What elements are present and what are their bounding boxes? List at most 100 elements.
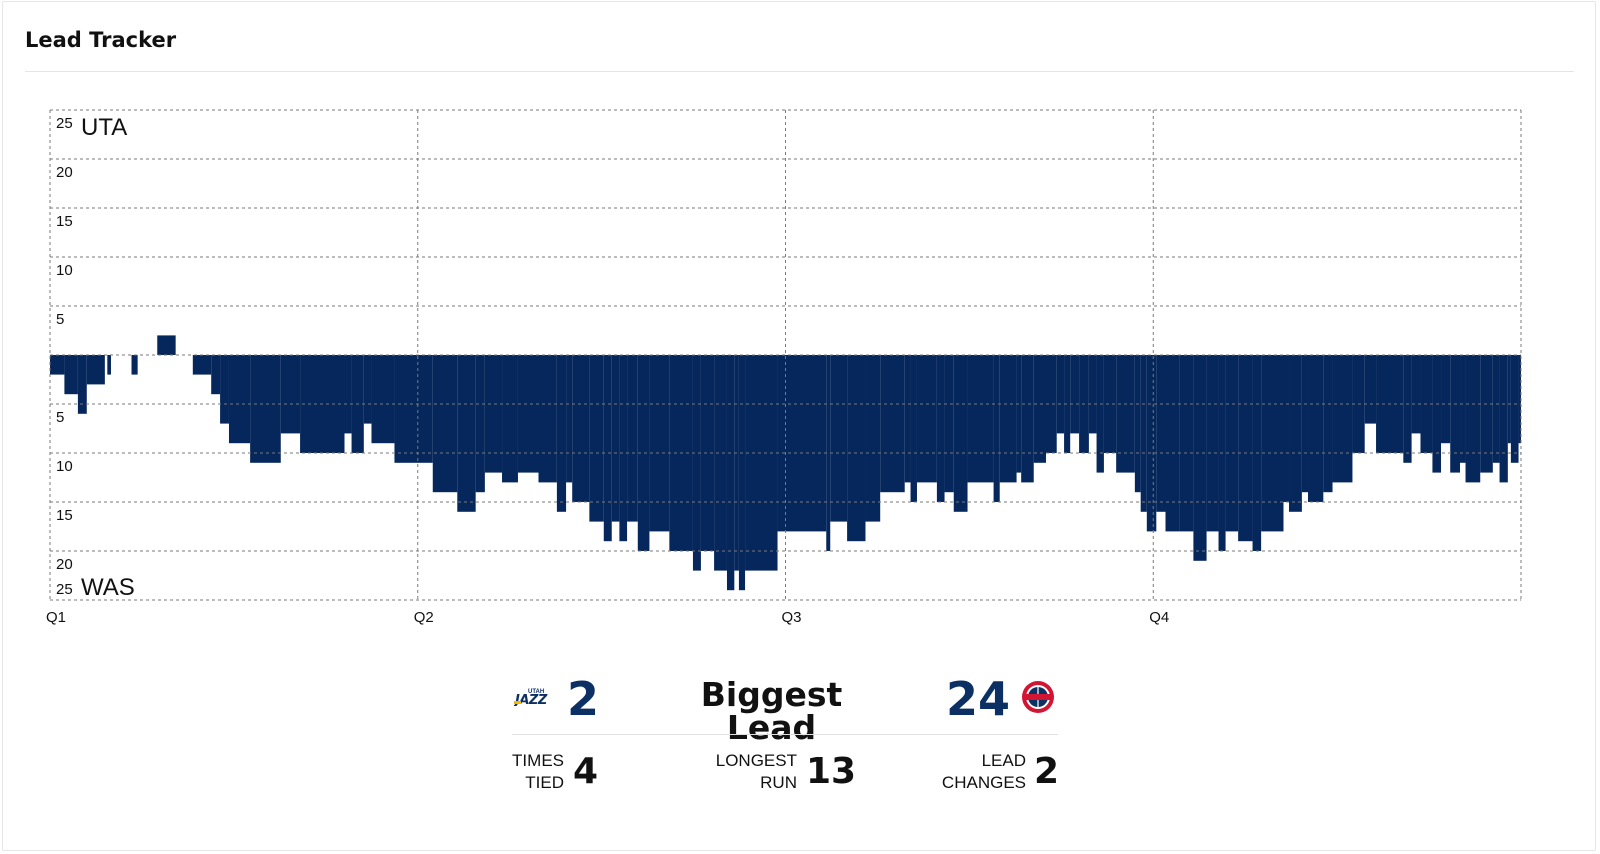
lead-segment bbox=[211, 355, 221, 395]
lead-segment bbox=[131, 355, 138, 375]
lead-segment bbox=[1301, 355, 1309, 493]
lead-segment bbox=[910, 355, 917, 502]
lead-segment bbox=[1492, 355, 1500, 463]
lead-segment bbox=[953, 355, 968, 512]
lead-segment bbox=[777, 355, 827, 532]
lead-segment bbox=[904, 355, 911, 483]
lead-segment bbox=[1507, 355, 1511, 444]
lead-segment bbox=[1088, 355, 1097, 434]
lead-segment bbox=[50, 355, 65, 375]
y-tick-label: 5 bbox=[56, 409, 64, 426]
lead-segment bbox=[566, 355, 573, 483]
lead-segment bbox=[1465, 355, 1481, 483]
y-tick-label: 25 bbox=[56, 115, 73, 132]
lead-segment bbox=[1156, 355, 1166, 512]
lead-segment bbox=[1499, 355, 1508, 483]
lead-segment bbox=[1403, 355, 1412, 463]
title-divider bbox=[25, 71, 1574, 72]
lead-segment bbox=[1070, 355, 1080, 434]
lead-segment bbox=[1460, 355, 1466, 463]
lead-segment bbox=[107, 355, 111, 375]
lead-segment bbox=[1165, 355, 1180, 532]
card-title: Lead Tracker bbox=[25, 28, 177, 52]
lead-segment bbox=[726, 355, 735, 591]
lead-area-layer bbox=[50, 335, 1521, 591]
svg-text:UTAH: UTAH bbox=[528, 689, 544, 695]
quarter-label: Q3 bbox=[782, 609, 802, 626]
lead-segment bbox=[916, 355, 937, 483]
bottom-team-label: WAS bbox=[81, 574, 135, 601]
lead-segment bbox=[157, 335, 176, 355]
quarter-label: Q4 bbox=[1149, 609, 1169, 626]
lead-segment bbox=[1480, 355, 1493, 473]
lead-segment bbox=[432, 355, 458, 493]
lead-segment bbox=[1056, 355, 1065, 434]
lead-segment bbox=[1411, 355, 1421, 434]
lead-segment bbox=[556, 355, 567, 512]
lead-segment bbox=[1510, 355, 1519, 463]
lead-segment bbox=[1096, 355, 1104, 473]
lead-segment bbox=[1045, 355, 1057, 453]
lead-segment bbox=[1033, 355, 1046, 463]
y-tick-label: 25 bbox=[56, 581, 73, 598]
lead-segment bbox=[1064, 355, 1071, 453]
lead-segment bbox=[1021, 355, 1034, 483]
quarter-label: Q1 bbox=[46, 609, 66, 626]
lead-segment bbox=[880, 355, 905, 493]
y-tick-label: 5 bbox=[56, 311, 64, 328]
lead-segment bbox=[1206, 355, 1219, 532]
lead-segment bbox=[944, 355, 954, 493]
lead-segment bbox=[1103, 355, 1117, 453]
lead-segment bbox=[1518, 355, 1521, 444]
lead-segment bbox=[220, 355, 229, 424]
lead-segment bbox=[1193, 355, 1207, 561]
top-team-label: UTA bbox=[81, 114, 127, 141]
lead-segment bbox=[1364, 355, 1377, 424]
lead-segment bbox=[967, 355, 994, 483]
lead-segment bbox=[1450, 355, 1461, 473]
lead-segment bbox=[745, 355, 778, 571]
lead-segment bbox=[1134, 355, 1141, 493]
lead-segment bbox=[280, 355, 301, 434]
lead-segment bbox=[1179, 355, 1194, 532]
lead-segment bbox=[1432, 355, 1442, 473]
lead-segment bbox=[502, 355, 518, 483]
lead-segment bbox=[86, 355, 105, 385]
times-tied-value: 4 bbox=[573, 751, 599, 792]
lead-segment bbox=[1146, 355, 1157, 532]
y-tick-label: 20 bbox=[56, 164, 73, 181]
lead-segment bbox=[847, 355, 866, 542]
longest-run-label: LONGEST RUN bbox=[715, 751, 797, 792]
lead-segment bbox=[1225, 355, 1239, 532]
was-biggest-lead: 24 bbox=[946, 672, 1011, 726]
lead-segment bbox=[192, 355, 212, 375]
lead-segment bbox=[371, 355, 395, 444]
lead-segment bbox=[830, 355, 848, 522]
y-tick-label: 10 bbox=[56, 458, 73, 475]
lead-segment bbox=[603, 355, 612, 542]
lead-segment bbox=[692, 355, 701, 571]
lead-segment bbox=[517, 355, 539, 473]
lead-segment bbox=[1238, 355, 1253, 542]
lead-segment bbox=[484, 355, 503, 473]
y-tick-label: 20 bbox=[56, 556, 73, 573]
lead-segment bbox=[637, 355, 650, 551]
lead-segment bbox=[826, 355, 831, 551]
summary-panel: UTAH JAZZ 2 Biggest Lead 24 TIMES TIED 4… bbox=[512, 664, 1060, 804]
lead-segment bbox=[649, 355, 670, 532]
lead-segment bbox=[1016, 355, 1022, 473]
lead-segment bbox=[1116, 355, 1135, 473]
lead-segment bbox=[1441, 355, 1451, 444]
lead-segment bbox=[738, 355, 746, 591]
lead-segment bbox=[64, 355, 78, 395]
lead-segment bbox=[538, 355, 557, 483]
lead-segment bbox=[999, 355, 1017, 483]
lead-changes-value: 2 bbox=[1034, 751, 1060, 792]
lead-segment bbox=[250, 355, 281, 463]
label-layer: 25 20 15 10 5 5 10 15 20 25 UTA WAS Q1 Q2 Q3 Q4 bbox=[46, 114, 1169, 626]
quarter-label: Q2 bbox=[414, 609, 434, 626]
lead-segment bbox=[77, 355, 87, 414]
y-tick-label: 15 bbox=[56, 507, 73, 524]
lead-segment bbox=[936, 355, 945, 502]
lead-segment bbox=[1289, 355, 1302, 512]
